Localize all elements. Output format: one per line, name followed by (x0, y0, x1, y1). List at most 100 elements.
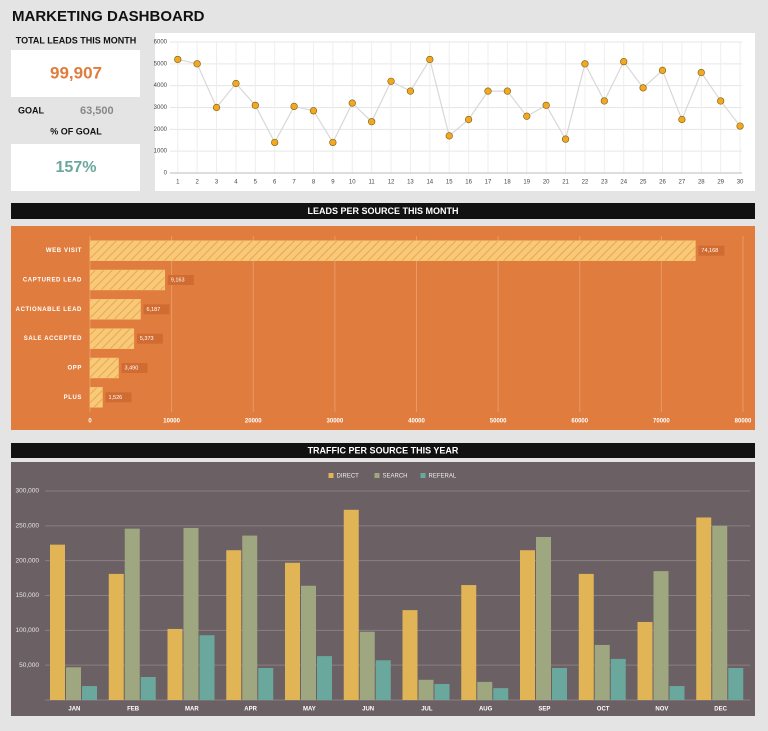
x-tick-label: FEB (127, 707, 140, 713)
x-tick-label: 13 (407, 180, 414, 186)
x-tick-label: 18 (504, 180, 511, 186)
bar (402, 610, 418, 700)
y-tick-label: 250,000 (16, 523, 40, 530)
x-tick-label: 16 (465, 180, 472, 186)
bar (226, 550, 242, 700)
bar (89, 269, 166, 291)
bar (359, 631, 375, 700)
bar (66, 667, 81, 700)
bar (696, 517, 712, 700)
x-tick-label: 10 (349, 180, 356, 186)
value-label-box (105, 392, 132, 403)
bar (434, 683, 450, 700)
x-tick-label: 21 (562, 180, 569, 186)
y-tick-label: 5000 (154, 61, 168, 67)
x-tick-label: 40000 (408, 419, 425, 425)
x-tick-label: 30000 (327, 419, 344, 425)
x-tick-label: 1 (176, 180, 180, 186)
y-tick-label: 300,000 (16, 488, 40, 495)
bar (89, 299, 141, 320)
point (445, 132, 453, 140)
x-tick-label: 30 (737, 180, 744, 186)
kpi-value: 157% (56, 159, 97, 176)
point (232, 79, 240, 88)
section-header (11, 443, 755, 458)
bar (594, 644, 610, 700)
y-tick-label: 2000 (154, 127, 168, 133)
point (736, 122, 744, 130)
category-label: OPP (68, 366, 82, 372)
point (581, 60, 589, 68)
bar (301, 585, 316, 700)
bar (477, 681, 493, 700)
legend-swatch (374, 473, 380, 478)
x-tick-label: 5 (254, 180, 258, 186)
bar (493, 688, 509, 700)
x-tick-label: 80000 (735, 419, 752, 425)
point (271, 138, 279, 147)
y-tick-label: 4000 (154, 83, 168, 89)
bar (653, 571, 669, 700)
y-tick-label: 3000 (154, 105, 168, 111)
bar (242, 535, 258, 700)
category-label: ACTIONABLE LEAD (16, 307, 82, 313)
bar (520, 550, 535, 700)
x-tick-label: JUN (362, 707, 374, 713)
point (717, 97, 725, 105)
bar (89, 387, 103, 408)
category-label: CAPTURED LEAD (23, 278, 82, 284)
y-tick-label: 100,000 (16, 627, 40, 634)
line-panel (155, 33, 755, 191)
bar (317, 656, 332, 700)
point (465, 115, 473, 124)
x-tick-label: 10000 (163, 419, 180, 425)
bar (285, 562, 300, 700)
point (193, 60, 201, 68)
y-tick-label: 50,000 (19, 662, 39, 669)
x-tick-label: 9 (331, 180, 335, 186)
legend-swatch (328, 473, 334, 478)
dashboard-title: MARKETING DASHBOARD (12, 8, 205, 25)
bar (89, 328, 135, 349)
x-tick-label: 26 (659, 180, 666, 186)
x-tick-label: 29 (717, 180, 724, 186)
x-tick-label: 23 (601, 180, 608, 186)
point (387, 77, 395, 85)
point (697, 68, 705, 77)
category-label: WEB VISIT (46, 248, 82, 254)
x-tick-label: APR (244, 707, 257, 713)
point (620, 58, 628, 66)
x-tick-label: 8 (312, 180, 316, 186)
x-tick-label: 2 (195, 180, 199, 186)
x-tick-label: AUG (479, 707, 493, 713)
x-tick-label: 0 (88, 419, 92, 425)
kpi-value: 99,907 (50, 63, 102, 82)
x-tick-label: 50000 (490, 419, 507, 425)
x-tick-label: 17 (485, 180, 492, 186)
value-label: 3,490 (124, 365, 138, 371)
bar (183, 527, 199, 700)
bar (89, 357, 119, 379)
point (639, 84, 647, 92)
kpi-box (11, 50, 140, 97)
point (309, 107, 318, 115)
y-tick-label: 200,000 (16, 557, 40, 564)
x-tick-label: OCT (597, 707, 610, 713)
x-tick-label: 24 (620, 180, 627, 186)
x-tick-label: 20000 (245, 419, 262, 425)
point (503, 87, 511, 95)
legend-label: REFERAL (429, 474, 457, 480)
x-tick-label: 20 (543, 180, 550, 186)
section-title: LEADS PER SOURCE THIS MONTH (307, 206, 458, 216)
category-label: SALE ACCEPTED (24, 336, 82, 342)
x-tick-label: 22 (582, 180, 589, 186)
x-tick-label: 3 (215, 180, 219, 186)
kpi-label: GOAL (18, 105, 45, 115)
bar (610, 658, 626, 700)
value-label-box (143, 304, 170, 315)
x-tick-label: 25 (640, 180, 647, 186)
x-tick-label: 27 (679, 180, 686, 186)
y-tick-label: 1000 (154, 149, 168, 155)
value-label: 9,163 (171, 277, 185, 283)
